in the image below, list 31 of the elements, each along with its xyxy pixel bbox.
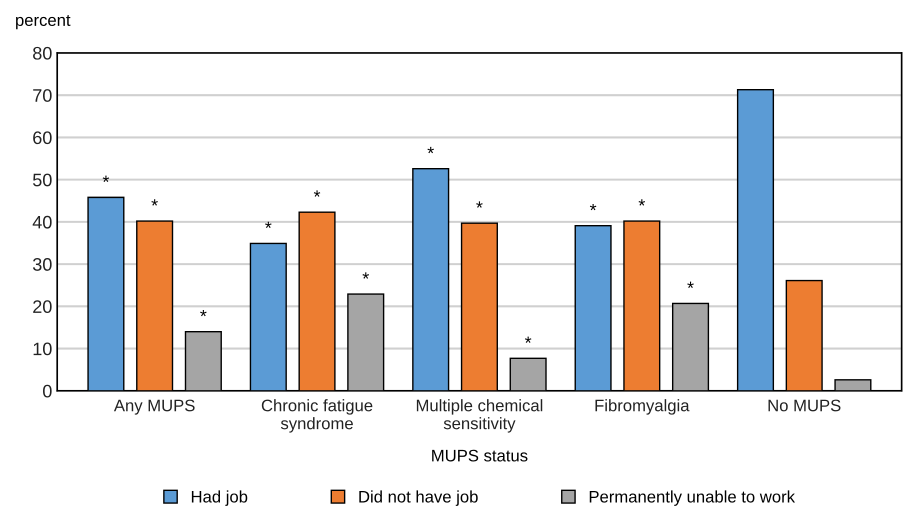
data-label: *: [524, 336, 532, 343]
legend-label: Permanently unable to work: [590, 490, 796, 506]
y-tick-label: 30: [32, 258, 52, 271]
x-tick-label: Any MUPS: [114, 400, 195, 415]
y-tick-label: 50: [32, 174, 52, 186]
x-tick-label: No MUPS: [768, 400, 840, 412]
data-label: *: [265, 222, 272, 228]
data-label: *: [687, 282, 694, 288]
y-tick-label: 0: [43, 384, 52, 398]
y-tick-label: 10: [34, 342, 52, 356]
data-label: *: [362, 272, 369, 279]
y-tick-label: 20: [33, 300, 52, 314]
data-label: *: [638, 199, 646, 206]
legend-label: Had job: [192, 490, 248, 506]
x-axis-title: MUPS status: [432, 450, 528, 462]
y-axis-title: percent: [16, 15, 70, 30]
x-tick-label: Multiple chemical sensitivity: [416, 399, 542, 433]
legend-label: Did not have job: [359, 490, 478, 506]
data-label: *: [314, 190, 320, 197]
data-label: *: [476, 201, 483, 208]
y-tick-label: 60: [33, 131, 52, 144]
y-tick-label: 70: [33, 89, 52, 102]
y-tick-label: 80: [33, 46, 52, 60]
x-tick-label: Chronic fatigue syndrome: [262, 399, 372, 433]
data-label: *: [102, 176, 110, 182]
data-label: *: [151, 199, 158, 206]
data-label: *: [427, 146, 434, 154]
y-tick-label: 40: [32, 216, 52, 229]
x-tick-label: Fibromyalgia: [595, 399, 690, 415]
data-label: *: [590, 204, 596, 210]
data-label: *: [200, 310, 207, 316]
